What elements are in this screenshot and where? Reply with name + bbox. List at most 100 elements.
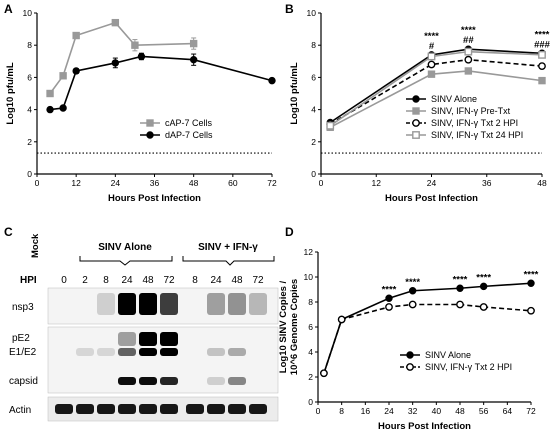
y-tick-label: 2: [311, 137, 316, 147]
band-capsid: [139, 377, 157, 385]
series-line: [329, 50, 543, 127]
y-tick-label: 6: [311, 72, 316, 82]
x-axis-label: Hours Post Infection: [385, 193, 478, 204]
significance-annotation: ****: [461, 25, 476, 36]
band-e1e2: [76, 348, 94, 356]
x-tick-label: 32: [408, 406, 418, 416]
legend-marker: [412, 107, 420, 115]
blot-row-actin: Actin: [9, 405, 31, 416]
band-pe2: [139, 332, 157, 346]
blot-hpi-tick: 72: [163, 275, 175, 286]
band-e1e2: [228, 348, 246, 356]
legend-entry: SINV, IFN-γ Pre-Txt: [431, 106, 511, 116]
x-tick-label: 16: [361, 406, 371, 416]
legend-entry: SINV, IFN-γ Txt 2 HPI: [431, 118, 518, 128]
y-tick-label: 0: [27, 169, 32, 179]
data-point: [456, 300, 464, 309]
blot-hpi-tick: 72: [252, 275, 264, 286]
x-tick-label: 64: [503, 406, 513, 416]
band-actin: [118, 404, 136, 414]
blot-hpi-tick: 8: [103, 275, 109, 286]
y-tick-label: 2: [27, 137, 32, 147]
legend-entry: SINV, IFN-γ Txt 24 HPI: [431, 130, 523, 140]
y-axis-label: Log10 SINV Copies /: [278, 280, 289, 373]
significance-annotation: ###: [534, 39, 550, 50]
significance-annotation: ****: [405, 277, 420, 288]
data-point: [385, 294, 393, 302]
band-capsid: [228, 377, 246, 385]
y-axis-label: Log10 pfu/mL: [5, 62, 16, 124]
data-point: [527, 279, 535, 287]
x-tick-label: 0: [319, 178, 324, 188]
blot-hpi-tick: 0: [61, 275, 67, 286]
blot-mock-label: Mock: [30, 233, 41, 258]
band-actin: [207, 404, 225, 414]
band-actin: [139, 404, 157, 414]
data-point: [408, 287, 417, 295]
x-tick-label: 0: [316, 406, 321, 416]
band-nsp3: [139, 293, 157, 315]
data-point: [538, 76, 546, 85]
blot-hpi-tick: 8: [192, 275, 198, 286]
x-tick-label: 12: [372, 178, 382, 188]
data-point: [59, 72, 67, 80]
band-nsp3: [97, 293, 115, 315]
data-point: [538, 50, 546, 59]
data-point: [59, 104, 67, 112]
blot-row-pe2: pE2: [12, 333, 30, 344]
x-tick-label: 24: [427, 178, 437, 188]
band-nsp3: [160, 293, 178, 315]
blot-hpi-tick: 24: [210, 275, 222, 286]
x-tick-label: 48: [455, 406, 465, 416]
data-point: [464, 55, 473, 64]
legend-entry: SINV, IFN-γ Txt 2 HPI: [425, 362, 512, 372]
y-axis-label: 10^6 Genome Copies: [289, 279, 300, 375]
blot-brace-alone: [79, 256, 173, 266]
data-point: [72, 31, 80, 40]
data-point: [326, 121, 335, 130]
band-e1e2: [207, 348, 225, 356]
x-tick-label: 8: [339, 406, 344, 416]
data-point: [427, 60, 436, 69]
y-tick-label: 8: [311, 40, 316, 50]
band-nsp3: [118, 293, 136, 315]
data-point: [320, 369, 328, 378]
significance-annotation: ##: [463, 35, 474, 46]
band-nsp3: [207, 293, 225, 315]
x-tick-label: 24: [384, 406, 394, 416]
data-point: [464, 47, 473, 56]
band-e1e2: [139, 348, 157, 356]
band-capsid: [118, 377, 136, 385]
blot-row-e1e2: E1/E2: [9, 347, 37, 358]
blot-hpi-label: HPI: [20, 275, 37, 286]
data-point: [538, 62, 546, 71]
blot-brace-ifn: [182, 256, 275, 266]
y-tick-label: 8: [27, 40, 32, 50]
y-tick-label: 12: [304, 247, 314, 257]
band-e1e2: [97, 348, 115, 356]
blot-row-capsid: capsid: [9, 376, 38, 387]
x-tick-label: 24: [111, 178, 121, 188]
data-point: [46, 105, 54, 114]
band-actin: [97, 404, 115, 414]
data-point: [137, 52, 146, 61]
blot-bands: [55, 293, 267, 414]
band-e1e2: [118, 348, 136, 356]
band-nsp3: [249, 293, 267, 315]
x-tick-label: 72: [526, 406, 536, 416]
data-point: [479, 282, 488, 291]
x-tick-label: 60: [228, 178, 238, 188]
panel-label-b: B: [285, 2, 294, 16]
series-line: [329, 70, 543, 129]
band-actin: [186, 404, 204, 414]
x-axis-label: Hours Post Infection: [378, 421, 471, 432]
legend-entry: SINV Alone: [425, 350, 471, 360]
blot-hpi-tick: 48: [231, 275, 243, 286]
data-point: [189, 39, 198, 48]
legend-marker: [146, 119, 154, 127]
y-tick-label: 4: [308, 347, 313, 357]
data-point: [189, 55, 198, 64]
